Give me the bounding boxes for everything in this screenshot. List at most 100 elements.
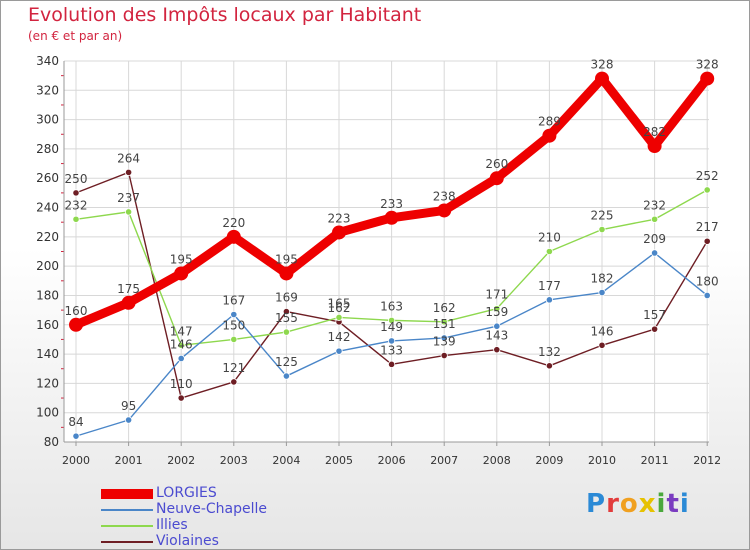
data-point-lorgies (700, 71, 715, 86)
data-point-violaines (598, 341, 606, 349)
logo-letter: t (666, 489, 680, 519)
data-point-illies (335, 313, 343, 322)
data-point-lorgies (437, 203, 452, 218)
data-label-illies: 237 (117, 191, 140, 205)
data-point-lorgies (226, 229, 241, 244)
data-point-neuve-chapelle (72, 432, 80, 440)
data-label-illies: 252 (696, 169, 719, 183)
x-tick-label: 2003 (220, 454, 248, 467)
data-point-lorgies (279, 266, 294, 281)
data-label-neuve-chapelle: 159 (485, 305, 508, 319)
data-label-illies: 171 (485, 288, 508, 302)
y-tick-label: 80 (44, 435, 59, 449)
data-point-violaines (230, 378, 238, 386)
data-point-illies (493, 305, 501, 313)
data-label-lorgies: 175 (117, 282, 140, 296)
x-tick-label: 2011 (641, 454, 669, 467)
data-label-lorgies: 160 (65, 304, 88, 318)
logo-letter: o (619, 489, 639, 519)
y-tick-label: 140 (36, 347, 59, 361)
data-label-violaines: 217 (696, 220, 719, 234)
data-label-lorgies: 282 (643, 125, 666, 139)
data-label-violaines: 143 (485, 329, 508, 343)
data-label-violaines: 132 (538, 345, 561, 359)
legend-swatch-lorgies (101, 489, 153, 499)
y-tick-label: 120 (36, 376, 59, 390)
plot-area (64, 61, 709, 442)
x-tick-label: 2006 (378, 454, 406, 467)
data-point-illies (598, 225, 606, 234)
legend-label-violaines: Violaines (156, 533, 219, 549)
x-tick-label: 2001 (115, 454, 143, 467)
data-point-illies (650, 215, 659, 223)
chart-subtitle: (en € et par an) (28, 29, 123, 43)
data-point-neuve-chapelle (650, 249, 659, 257)
data-point-neuve-chapelle (387, 337, 396, 345)
data-label-violaines: 162 (328, 301, 351, 315)
data-point-neuve-chapelle (598, 288, 606, 297)
data-label-illies: 210 (538, 231, 561, 245)
data-label-lorgies: 238 (433, 189, 456, 203)
data-label-violaines: 250 (65, 172, 88, 186)
data-point-neuve-chapelle (335, 347, 343, 355)
data-label-lorgies: 233 (380, 197, 403, 211)
data-label-illies: 232 (643, 198, 666, 212)
data-point-violaines (545, 362, 554, 370)
legend-swatch-illies (101, 525, 153, 527)
logo-letter: i (679, 489, 690, 519)
data-label-neuve-chapelle: 167 (222, 294, 245, 308)
data-point-illies (230, 335, 238, 344)
data-point-illies (72, 215, 80, 223)
data-label-neuve-chapelle: 182 (591, 272, 614, 286)
data-point-lorgies (332, 225, 346, 240)
data-point-lorgies (489, 171, 504, 186)
y-tick-label: 280 (36, 142, 59, 156)
data-point-violaines (493, 346, 501, 354)
y-tick-label: 100 (36, 406, 59, 420)
data-point-illies (282, 328, 290, 336)
logo-letter: P (586, 489, 607, 519)
data-label-illies: 155 (275, 311, 298, 325)
data-label-violaines: 139 (433, 335, 456, 349)
data-point-neuve-chapelle (230, 310, 238, 319)
data-point-violaines (72, 189, 80, 197)
chart-title: Evolution des Impôts locaux par Habitant (28, 4, 422, 26)
data-label-lorgies: 289 (538, 115, 561, 129)
data-label-illies: 162 (433, 301, 456, 315)
data-label-illies: 165 (328, 296, 351, 310)
data-label-violaines: 264 (117, 151, 140, 165)
data-point-illies (177, 341, 185, 349)
logo-letter: r (606, 489, 620, 519)
data-point-violaines (703, 237, 711, 245)
data-label-violaines: 121 (222, 361, 245, 375)
x-tick-label: 2004 (272, 454, 300, 467)
proxiti-logo: Proxiti (586, 489, 690, 519)
y-tick-label: 220 (36, 230, 59, 244)
y-tick-label: 160 (36, 318, 59, 332)
data-label-neuve-chapelle: 177 (538, 279, 561, 293)
data-point-neuve-chapelle (703, 291, 711, 300)
data-label-illies: 232 (65, 198, 88, 212)
data-label-neuve-chapelle: 142 (328, 330, 351, 344)
data-point-lorgies (384, 210, 399, 225)
data-label-lorgies: 220 (222, 216, 245, 230)
logo-letter: i (656, 489, 667, 519)
y-tick-label: 240 (36, 201, 59, 215)
data-point-lorgies (174, 266, 189, 281)
data-label-illies: 147 (170, 324, 193, 338)
data-label-violaines: 146 (591, 324, 614, 338)
legend-label-neuve-chapelle: Neuve-Chapelle (156, 501, 268, 517)
data-label-neuve-chapelle: 209 (643, 232, 666, 246)
data-point-neuve-chapelle (440, 334, 448, 342)
x-tick-label: 2008 (483, 454, 511, 467)
data-point-illies (703, 186, 711, 194)
data-label-neuve-chapelle: 180 (696, 274, 719, 288)
x-tick-label: 2012 (693, 454, 721, 467)
legend-swatch-violaines (101, 541, 153, 543)
data-point-lorgies (542, 128, 557, 143)
x-tick-label: 2009 (535, 454, 563, 467)
legend-label-lorgies: LORGIES (156, 485, 217, 501)
x-tick-label: 2010 (588, 454, 616, 467)
